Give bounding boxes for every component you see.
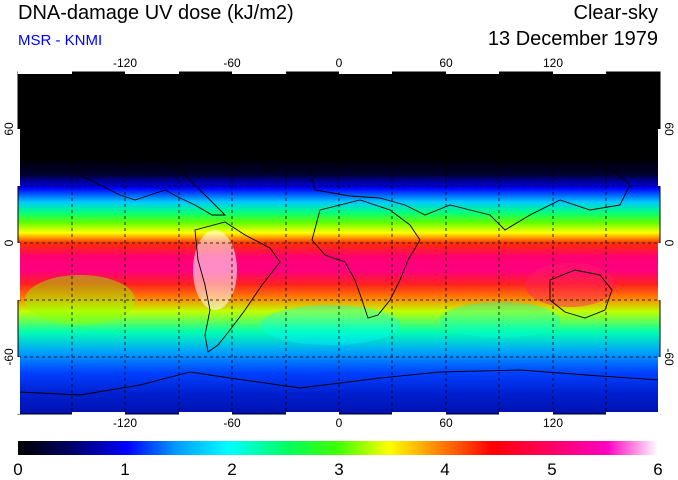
frame-mark-bottom	[606, 412, 660, 415]
chart-title: DNA-damage UV dose (kJ/m2)	[18, 2, 294, 24]
frame-mark-right	[658, 243, 661, 300]
uv-region-indian-ocean	[440, 302, 560, 338]
lon-tick-label-top: -60	[223, 56, 241, 70]
frame-mark-left	[17, 243, 20, 300]
lon-tick-label-bottom: 60	[439, 416, 453, 430]
frame-mark-top	[553, 71, 606, 74]
colorbar-tick-label: 4	[440, 460, 449, 479]
frame-mark-top	[232, 71, 286, 74]
lat-tick-label-left: 0	[2, 239, 16, 246]
lat-tick-label-right: -60	[662, 348, 676, 366]
frame-mark-top	[446, 71, 499, 74]
uv-high-region-south-america	[193, 230, 237, 310]
lon-tick-label-bottom: -60	[223, 416, 241, 430]
lon-tick-label-top: 60	[439, 56, 453, 70]
lon-tick-label-bottom: 0	[336, 416, 343, 430]
frame-marks	[17, 71, 661, 415]
lat-tick-label-right: 0	[662, 240, 676, 247]
coast-australia	[549, 269, 613, 319]
lon-tick-label-top: 0	[336, 56, 343, 70]
frame-mark-top	[18, 71, 72, 74]
coast-africa	[311, 199, 421, 319]
frame-mark-bottom	[392, 412, 446, 415]
uv-region-australia	[525, 263, 615, 307]
frame-mark-left	[17, 357, 20, 414]
sky-condition-label: Clear-sky	[573, 2, 658, 24]
date-label: 13 December 1979	[487, 28, 658, 50]
frame-mark-top	[339, 71, 392, 74]
colorbar-tick-label: 3	[334, 460, 343, 479]
uv-region-south-atlantic	[260, 305, 400, 345]
lon-tick-label-top: 120	[543, 56, 563, 70]
colorbar-tick-label: 2	[227, 460, 236, 479]
frame-mark-bottom	[286, 412, 339, 415]
frame-mark-right	[658, 357, 661, 414]
coast-greenland	[249, 104, 301, 173]
frame-mark-bottom	[499, 412, 553, 415]
lon-tick-label-bottom: 120	[543, 416, 563, 430]
coast-eurasia	[309, 129, 631, 231]
graticule	[18, 72, 660, 414]
lat-tick-label-right: 60	[662, 122, 676, 136]
colorbar-tick-label: 6	[653, 460, 662, 479]
coast-antarctica	[18, 369, 660, 396]
frame-mark-bottom	[72, 412, 125, 415]
coast-north-america	[59, 139, 227, 216]
colorbar-tick-label: 1	[120, 460, 129, 479]
frame-mark-bottom	[179, 412, 232, 415]
frame-mark-left	[17, 129, 20, 186]
lat-tick-label-left: -60	[2, 348, 16, 366]
lon-tick-label-top: -120	[113, 56, 137, 70]
frame-mark-top	[125, 71, 179, 74]
colorbar-tick-label: 0	[13, 460, 22, 479]
coast-south-america	[194, 221, 281, 353]
frame-mark-right	[658, 129, 661, 186]
colorbar	[18, 441, 658, 455]
colorbar-tick-label: 5	[547, 460, 556, 479]
data-source-label: MSR - KNMI	[18, 32, 103, 49]
lat-tick-label-left: 60	[2, 122, 16, 136]
lon-tick-label-bottom: -120	[113, 416, 137, 430]
